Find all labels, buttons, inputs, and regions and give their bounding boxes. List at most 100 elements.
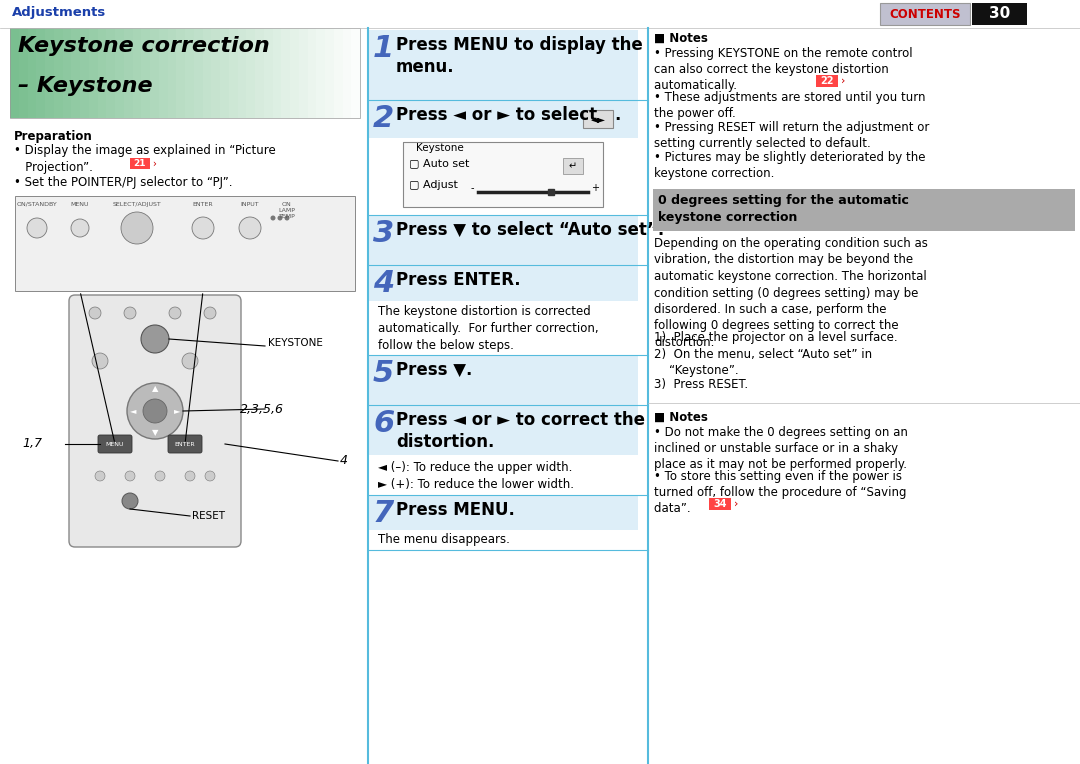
- Text: 1,7: 1,7: [22, 438, 42, 451]
- Circle shape: [95, 471, 105, 481]
- Bar: [220, 28, 230, 118]
- Text: ▲: ▲: [152, 384, 159, 393]
- Text: ON
LAMP
TEMP: ON LAMP TEMP: [279, 202, 296, 219]
- Bar: [563, 158, 583, 174]
- Bar: [255, 28, 265, 118]
- Bar: [18, 28, 28, 118]
- Text: ↵: ↵: [569, 161, 577, 171]
- Text: 2: 2: [373, 104, 394, 133]
- Text: ◄►: ◄►: [591, 114, 606, 124]
- Bar: [15, 196, 355, 291]
- Text: ◄: ◄: [130, 406, 136, 416]
- Bar: [176, 28, 186, 118]
- Circle shape: [125, 471, 135, 481]
- Text: ◄ (–): To reduce the upper width.
► (+): To reduce the lower width.: ◄ (–): To reduce the upper width. ► (+):…: [378, 461, 573, 491]
- Bar: [316, 28, 326, 118]
- Bar: [368, 495, 638, 530]
- Bar: [403, 142, 478, 154]
- Bar: [368, 265, 638, 301]
- Bar: [63, 28, 72, 118]
- Circle shape: [143, 399, 167, 423]
- Bar: [114, 28, 125, 118]
- Bar: [368, 215, 638, 265]
- Circle shape: [27, 218, 48, 238]
- Text: SELECT/ADJUST: SELECT/ADJUST: [112, 202, 161, 207]
- Text: • To store this setting even if the power is
turned off, follow the procedure of: • To store this setting even if the powe…: [654, 470, 906, 515]
- Bar: [583, 110, 613, 128]
- Circle shape: [168, 307, 181, 319]
- Text: ■ Notes: ■ Notes: [654, 32, 707, 45]
- Text: 1: 1: [373, 34, 394, 63]
- Bar: [351, 28, 361, 118]
- Text: Press ◄ or ► to correct the
distortion.: Press ◄ or ► to correct the distortion.: [396, 411, 645, 452]
- Text: 4: 4: [340, 455, 348, 468]
- Bar: [89, 28, 98, 118]
- Circle shape: [284, 215, 289, 221]
- Text: The keystone distortion is corrected
automatically.  For further correction,
fol: The keystone distortion is corrected aut…: [378, 305, 598, 352]
- FancyBboxPatch shape: [98, 435, 132, 453]
- FancyBboxPatch shape: [168, 435, 202, 453]
- Bar: [193, 28, 203, 118]
- Circle shape: [156, 471, 165, 481]
- Text: ENTER: ENTER: [192, 202, 214, 207]
- Circle shape: [239, 217, 261, 239]
- Bar: [246, 28, 256, 118]
- Bar: [212, 28, 221, 118]
- Text: 5: 5: [373, 359, 394, 388]
- Text: Press ▼ to select “Auto set”.: Press ▼ to select “Auto set”.: [396, 221, 664, 239]
- Text: ON/STANDBY: ON/STANDBY: [16, 202, 57, 207]
- Text: 21: 21: [134, 159, 146, 168]
- Bar: [185, 28, 194, 118]
- Text: Adjustments: Adjustments: [12, 6, 106, 19]
- Bar: [203, 28, 213, 118]
- Text: ›: ›: [841, 76, 846, 86]
- Text: .: .: [615, 106, 620, 124]
- Bar: [272, 28, 282, 118]
- Text: Press MENU.: Press MENU.: [396, 501, 515, 519]
- Bar: [10, 28, 360, 118]
- Text: 7: 7: [373, 499, 394, 528]
- Text: • These adjustments are stored until you turn
the power off.: • These adjustments are stored until you…: [654, 91, 926, 120]
- Circle shape: [127, 383, 183, 439]
- Text: 34: 34: [713, 499, 727, 509]
- Circle shape: [92, 353, 108, 369]
- Circle shape: [141, 325, 168, 353]
- Bar: [880, 3, 970, 25]
- Circle shape: [192, 217, 214, 239]
- Text: INPUT: INPUT: [241, 202, 259, 207]
- Bar: [141, 28, 151, 118]
- Text: RESET: RESET: [192, 511, 225, 521]
- Circle shape: [121, 212, 153, 244]
- Text: Keystone: Keystone: [416, 143, 464, 153]
- Bar: [342, 28, 352, 118]
- Bar: [133, 28, 143, 118]
- Bar: [54, 28, 64, 118]
- Bar: [972, 3, 1027, 25]
- Circle shape: [270, 215, 275, 221]
- Circle shape: [71, 219, 89, 237]
- Text: +: +: [591, 183, 599, 193]
- Circle shape: [122, 493, 138, 509]
- Bar: [229, 28, 239, 118]
- Bar: [80, 28, 90, 118]
- Text: 0 degrees setting for the automatic
keystone correction: 0 degrees setting for the automatic keys…: [658, 194, 909, 224]
- Text: Keystone correction: Keystone correction: [18, 36, 270, 56]
- Bar: [27, 28, 37, 118]
- Circle shape: [124, 307, 136, 319]
- Bar: [299, 28, 309, 118]
- Bar: [653, 189, 1075, 231]
- Text: ›: ›: [152, 158, 156, 169]
- Text: 22: 22: [820, 76, 834, 86]
- Text: ►: ►: [174, 406, 180, 416]
- Text: 2)  On the menu, select “Auto set” in
    “Keystone”.: 2) On the menu, select “Auto set” in “Ke…: [654, 348, 873, 377]
- Bar: [37, 28, 46, 118]
- Bar: [97, 28, 107, 118]
- Text: Preparation: Preparation: [14, 130, 93, 143]
- Bar: [10, 28, 19, 118]
- Bar: [124, 28, 134, 118]
- Bar: [308, 28, 318, 118]
- Text: ›: ›: [734, 499, 739, 509]
- Circle shape: [204, 307, 216, 319]
- Circle shape: [89, 307, 102, 319]
- Bar: [816, 75, 838, 87]
